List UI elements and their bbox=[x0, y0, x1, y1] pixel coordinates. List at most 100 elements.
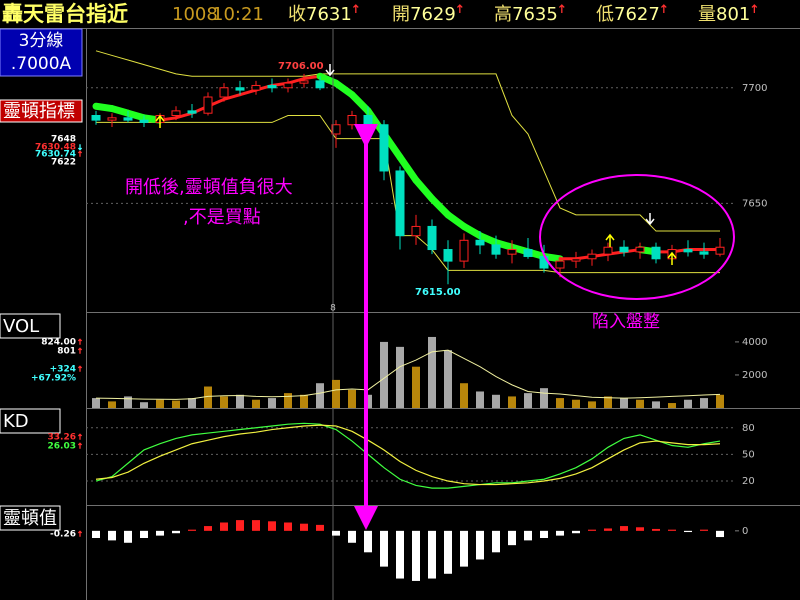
bar bbox=[300, 394, 308, 408]
candle-body bbox=[683, 249, 693, 253]
y-tick-label: 20 bbox=[742, 476, 755, 487]
bar bbox=[668, 529, 676, 531]
quote-value: 7629 bbox=[410, 4, 456, 25]
bar bbox=[140, 402, 148, 408]
bar bbox=[460, 383, 468, 408]
indicator-segment bbox=[412, 176, 436, 203]
candle-body bbox=[283, 82, 293, 89]
bar bbox=[252, 520, 260, 531]
period-box bbox=[0, 28, 83, 77]
readout: +67.92% bbox=[31, 374, 76, 384]
quote-label: 低 bbox=[596, 4, 614, 25]
change-arrow bbox=[77, 150, 83, 157]
readout: 33.26 bbox=[48, 433, 76, 443]
panel-title-box bbox=[0, 99, 83, 123]
readout: 7630.74 bbox=[35, 150, 76, 160]
candle-body bbox=[107, 117, 117, 121]
readout: 7630.48 bbox=[35, 143, 76, 153]
bar bbox=[540, 388, 548, 408]
bar bbox=[332, 530, 340, 536]
bar bbox=[396, 530, 404, 579]
bar bbox=[620, 526, 628, 531]
bar bbox=[604, 528, 612, 531]
change-arrow bbox=[77, 338, 83, 345]
bar bbox=[156, 530, 164, 536]
bar bbox=[268, 521, 276, 531]
candle-body bbox=[459, 239, 469, 262]
y-tick-label: 7650 bbox=[742, 198, 767, 209]
annotation: 陷入盤整 bbox=[592, 312, 660, 332]
bar bbox=[236, 520, 244, 531]
bar bbox=[332, 379, 340, 408]
bar bbox=[412, 530, 420, 581]
bar bbox=[588, 401, 596, 408]
bar bbox=[716, 530, 724, 538]
bar bbox=[636, 399, 644, 408]
bar bbox=[284, 522, 292, 531]
bar bbox=[364, 530, 372, 553]
indicator-segment bbox=[348, 91, 372, 115]
change-arrow bbox=[558, 4, 565, 13]
bar bbox=[588, 529, 596, 531]
bar bbox=[524, 530, 532, 541]
bar bbox=[604, 396, 612, 408]
panel-title-box bbox=[0, 313, 61, 339]
candle-body bbox=[427, 225, 437, 251]
readout: 801 bbox=[57, 347, 76, 357]
readout: 7622 bbox=[51, 158, 76, 168]
y-tick-label: 80 bbox=[742, 423, 755, 434]
candle-body bbox=[299, 80, 309, 84]
bar bbox=[380, 341, 388, 408]
quote-value: 7631 bbox=[306, 4, 352, 25]
change-arrow bbox=[751, 4, 758, 13]
candle-body bbox=[715, 246, 725, 255]
bar bbox=[316, 524, 324, 531]
app-title: 轟天雷台指近 bbox=[2, 2, 128, 26]
annotation: 7706.00 bbox=[278, 61, 324, 72]
bar bbox=[268, 398, 276, 408]
bar bbox=[460, 530, 468, 567]
overlay bbox=[155, 64, 735, 530]
bar bbox=[476, 530, 484, 560]
panel-title: 靈頓指標 bbox=[3, 101, 75, 122]
bar bbox=[668, 403, 676, 408]
change-arrow bbox=[352, 4, 359, 13]
indicator-segment bbox=[428, 195, 452, 219]
candle-body bbox=[187, 110, 197, 114]
readout: +324 bbox=[50, 365, 76, 375]
change-arrow bbox=[77, 530, 83, 537]
y-tick-label: 4000 bbox=[742, 337, 767, 348]
bar bbox=[540, 530, 548, 538]
bar bbox=[428, 336, 436, 408]
bar bbox=[92, 530, 100, 538]
quote-label: 開 bbox=[392, 4, 410, 25]
bar bbox=[108, 401, 116, 408]
candle-body bbox=[235, 87, 245, 91]
bar bbox=[476, 391, 484, 408]
readout: -0.26 bbox=[50, 530, 76, 540]
indicator-segment bbox=[238, 88, 258, 97]
bar bbox=[572, 399, 580, 408]
bar bbox=[92, 398, 100, 408]
panel-title-box bbox=[0, 408, 61, 434]
bar bbox=[300, 523, 308, 531]
candle-body bbox=[347, 115, 357, 126]
up-arrow bbox=[155, 114, 165, 128]
quote-value: 7627 bbox=[614, 4, 660, 25]
indicator-segment bbox=[222, 93, 242, 101]
change-arrow bbox=[77, 442, 83, 449]
candle-body bbox=[203, 96, 213, 114]
candle-body bbox=[91, 115, 101, 121]
bar bbox=[124, 396, 132, 408]
candle-body bbox=[331, 124, 341, 135]
bar bbox=[204, 386, 212, 408]
bar bbox=[700, 529, 708, 531]
bar bbox=[572, 530, 580, 534]
bar bbox=[140, 530, 148, 538]
bar bbox=[188, 398, 196, 408]
panel-title: KD bbox=[3, 411, 29, 432]
y-tick-label: 0 bbox=[742, 526, 748, 537]
bar bbox=[620, 398, 628, 408]
